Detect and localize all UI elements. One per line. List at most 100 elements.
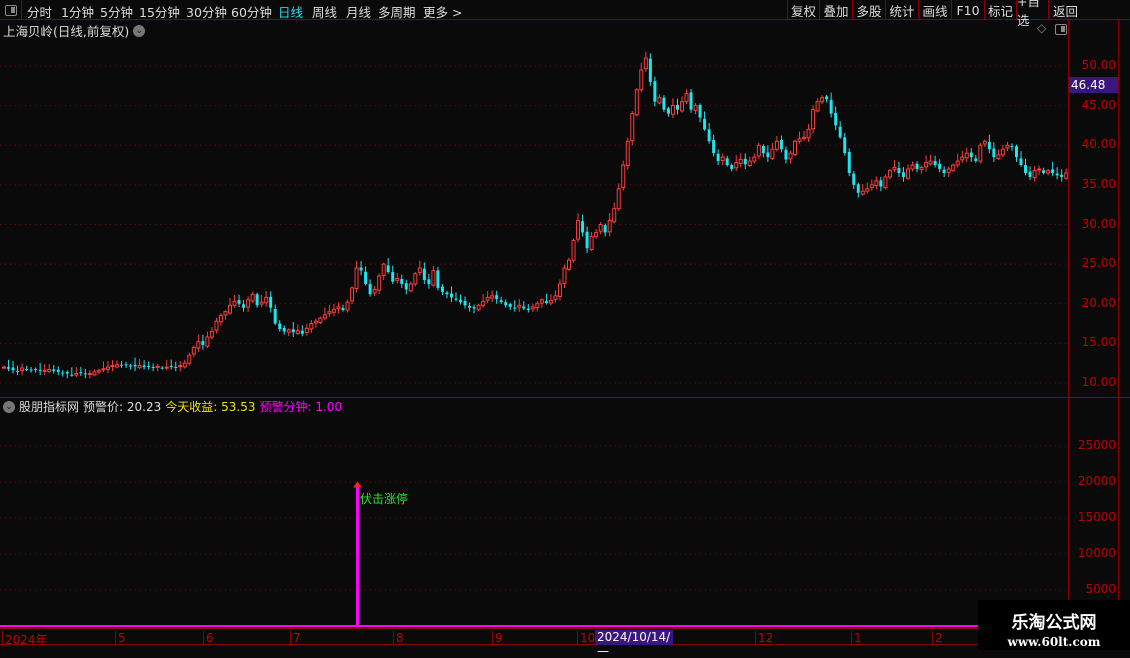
toolbar-button[interactable]: 标记 <box>984 0 1016 20</box>
indicator-tick-label: 5000 <box>1085 582 1116 596</box>
period-tab[interactable]: 多周期 <box>378 5 416 20</box>
candle <box>897 161 901 177</box>
candle <box>282 325 286 335</box>
toolbar-button[interactable]: F10 <box>951 0 984 20</box>
candle <box>562 264 567 289</box>
candle <box>1064 168 1068 180</box>
candlestick-chart[interactable] <box>0 38 1068 397</box>
candle <box>246 296 251 312</box>
candle <box>454 292 458 302</box>
candle <box>852 171 856 189</box>
toolbar-button[interactable]: 复权 <box>787 0 819 20</box>
candle <box>670 98 675 119</box>
candle <box>703 111 707 131</box>
candle <box>924 155 929 172</box>
toolbar-button[interactable]: +自选 <box>1016 0 1048 28</box>
date-axis[interactable]: 2024/10/14/— 2024年 5 6 7 8 9 10 12 1 2 <box>0 628 1130 658</box>
candle <box>992 142 996 162</box>
candle <box>752 153 757 164</box>
candle <box>553 290 558 303</box>
candle <box>517 298 522 312</box>
price-tick-label: 25.00 <box>1081 256 1116 271</box>
candle <box>160 366 164 370</box>
toolbar-button[interactable]: 统计 <box>885 0 918 20</box>
period-tab[interactable]: 1分钟 <box>61 5 94 20</box>
candle <box>675 98 679 115</box>
candle <box>201 334 205 350</box>
candle <box>395 273 400 284</box>
candle <box>381 262 386 281</box>
candle <box>557 279 562 301</box>
candle <box>784 146 788 164</box>
toolbar-button[interactable]: 多股 <box>852 0 885 20</box>
period-tab[interactable]: 分时 <box>27 5 53 20</box>
chevron-down-icon[interactable]: ⌄ <box>133 24 146 37</box>
candle <box>770 142 775 160</box>
chevron-down-icon[interactable]: ⌄ <box>3 400 15 413</box>
candle <box>887 169 892 180</box>
candle <box>445 290 449 299</box>
candle <box>612 202 617 224</box>
panel-icon[interactable] <box>1055 24 1067 35</box>
candle <box>630 111 635 146</box>
candle <box>648 53 652 86</box>
panel-toggle-button[interactable] <box>0 0 22 20</box>
period-toolbar: 分时 1分钟 5分钟 15分钟 30分钟 60分钟 日线 周线 月线 多周期 更多 > 复权 叠加 多股统… <box>0 0 1130 28</box>
candle <box>625 137 630 170</box>
toolbar-button[interactable]: 返回 <box>1048 0 1082 20</box>
candle <box>413 272 418 287</box>
indicator-chart[interactable] <box>0 416 1068 628</box>
candle <box>1037 165 1042 175</box>
period-tab[interactable]: 周线 <box>312 5 338 20</box>
candle <box>350 286 355 305</box>
period-tab[interactable]: 15分钟 <box>139 5 180 20</box>
candle <box>806 124 811 142</box>
panel-icon <box>4 4 17 16</box>
candle <box>191 345 196 358</box>
candle <box>29 366 33 373</box>
candle <box>359 261 363 276</box>
price-tick-label: 15.00 <box>1081 335 1116 350</box>
candle <box>974 154 978 163</box>
candle <box>74 367 79 378</box>
candle <box>987 134 991 154</box>
period-tab[interactable]: 月线 <box>346 5 372 20</box>
candle <box>892 160 897 173</box>
candle <box>214 317 219 334</box>
period-tab[interactable]: 5分钟 <box>100 5 133 20</box>
side-strip[interactable] <box>1118 20 1130 648</box>
price-tick-label: 40.00 <box>1081 137 1116 152</box>
period-tab[interactable]: 更多 > <box>423 5 463 20</box>
price-tick-label: 20.00 <box>1081 295 1116 310</box>
candle <box>237 294 241 307</box>
candle <box>372 285 377 297</box>
candle <box>101 361 106 373</box>
candle <box>65 370 69 379</box>
period-tab[interactable]: 60分钟 <box>231 5 272 20</box>
period-tab[interactable]: 30分钟 <box>186 5 227 20</box>
panel-divider[interactable] <box>0 397 1130 398</box>
candle <box>1060 169 1064 182</box>
candle <box>657 94 662 105</box>
candle <box>938 159 942 173</box>
signal-arrow-icon <box>353 481 362 488</box>
toolbar-button[interactable]: 画线 <box>918 0 951 20</box>
candle <box>1051 162 1055 177</box>
date-label: 9 <box>492 631 503 646</box>
date-label: 2024年 <box>2 631 48 647</box>
candle <box>815 98 820 113</box>
toolbar-button[interactable]: 叠加 <box>819 0 852 20</box>
candle <box>79 366 83 376</box>
candle <box>2 365 6 369</box>
date-label: 5 <box>115 631 126 646</box>
candle <box>680 96 684 113</box>
candle <box>738 153 743 168</box>
candle <box>481 294 486 308</box>
candle <box>883 174 888 190</box>
period-tab[interactable]: 日线 <box>278 5 304 20</box>
candle <box>513 300 517 312</box>
candle <box>291 321 295 338</box>
diamond-icon[interactable]: ◇ <box>1037 21 1047 35</box>
candle <box>788 150 793 164</box>
date-label: 6 <box>203 631 214 646</box>
